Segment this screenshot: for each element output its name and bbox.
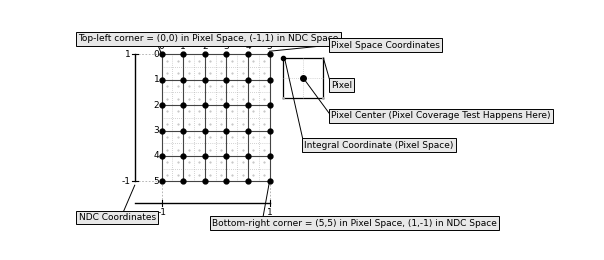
Text: 3: 3 — [153, 126, 159, 135]
Text: 5: 5 — [153, 177, 159, 186]
Text: 5: 5 — [266, 42, 272, 51]
Text: -1: -1 — [157, 207, 166, 217]
Text: Integral Coordinate (Pixel Space): Integral Coordinate (Pixel Space) — [304, 141, 454, 150]
Text: 4: 4 — [245, 42, 251, 51]
Text: -1: -1 — [122, 177, 131, 186]
Text: Top-left corner = (0,0) in Pixel Space, (-1,1) in NDC Space: Top-left corner = (0,0) in Pixel Space, … — [79, 34, 339, 43]
Text: Pixel Space Coordinates: Pixel Space Coordinates — [331, 41, 440, 50]
Text: 3: 3 — [223, 42, 230, 51]
Text: Bottom-right corner = (5,5) in Pixel Space, (1,-1) in NDC Space: Bottom-right corner = (5,5) in Pixel Spa… — [212, 219, 496, 228]
Text: Pixel: Pixel — [331, 81, 352, 90]
Bar — [283, 58, 323, 98]
Text: NDC Coordinates: NDC Coordinates — [79, 213, 156, 222]
Text: Pixel Center (Pixel Coverage Test Happens Here): Pixel Center (Pixel Coverage Test Happen… — [331, 111, 551, 120]
Text: 1: 1 — [125, 50, 131, 59]
Text: 2: 2 — [154, 101, 159, 110]
Text: 2: 2 — [202, 42, 208, 51]
Text: 4: 4 — [154, 151, 159, 160]
Text: 0: 0 — [159, 42, 164, 51]
Text: 0: 0 — [153, 50, 159, 59]
Text: 1: 1 — [266, 207, 272, 217]
Text: 1: 1 — [181, 42, 186, 51]
Text: 1: 1 — [153, 75, 159, 84]
